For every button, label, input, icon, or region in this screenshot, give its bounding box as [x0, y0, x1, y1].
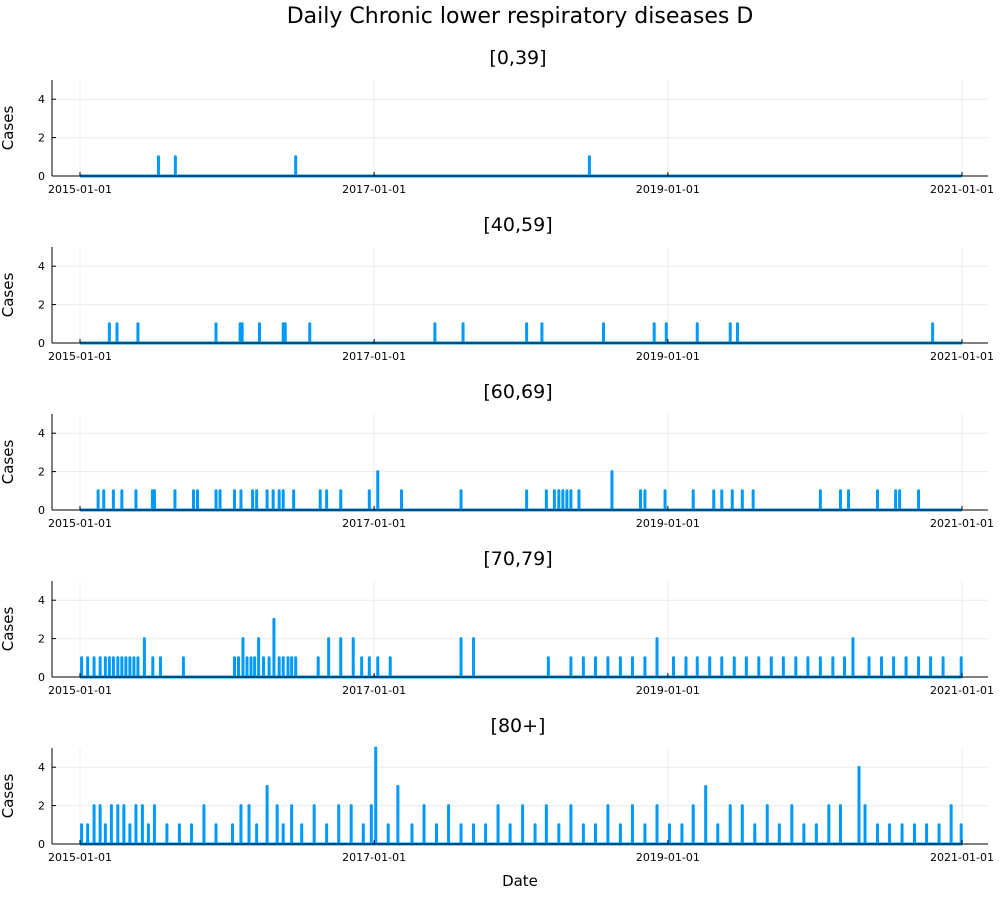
- x-tick-label: 2021-01-01: [930, 517, 994, 530]
- y-tick-label: 2: [38, 299, 45, 312]
- x-tick-label: 2019-01-01: [636, 183, 700, 196]
- series-line: [80, 470, 962, 512]
- x-tick-label: 2017-01-01: [342, 183, 406, 196]
- y-tick-label: 2: [38, 466, 45, 479]
- x-tick-label: 2019-01-01: [636, 684, 700, 697]
- y-axis-label: Cases: [0, 106, 17, 151]
- x-tick-label: 2015-01-01: [48, 684, 112, 697]
- y-tick-label: 0: [38, 170, 45, 183]
- subplot-2: [40,59] Cases 0 2 4 2015-01-01 2017-01-01 2019-…: [0, 214, 994, 363]
- y-tick-label: 4: [38, 761, 45, 774]
- x-tick-label: 2017-01-01: [342, 350, 406, 363]
- y-tick-label: 0: [38, 504, 45, 517]
- y-tick-label: 0: [38, 838, 45, 851]
- series-line: [80, 617, 963, 679]
- subplot-1: [0,39] Cases 0 2 4 2015-01-01 2017-01-01 2019-0…: [0, 47, 994, 196]
- y-tick-label: 2: [38, 633, 45, 646]
- x-tick-label: 2021-01-01: [930, 183, 994, 196]
- y-tick-label: 2: [38, 132, 45, 145]
- figure-title: Daily Chronic lower respiratory diseases…: [287, 4, 754, 29]
- x-tick-label: 2019-01-01: [636, 350, 700, 363]
- x-tick-label: 2019-01-01: [636, 851, 700, 864]
- subplot-5: [80+] Cases 0 2 4 2015-01-01 2017-01-01 2019-01…: [0, 715, 994, 864]
- y-tick-label: 4: [38, 93, 45, 106]
- x-tick-label: 2017-01-01: [342, 851, 406, 864]
- y-axis-label: Cases: [0, 440, 17, 485]
- y-tick-label: 4: [38, 594, 45, 607]
- x-tick-label: 2017-01-01: [342, 684, 406, 697]
- x-tick-label: 2015-01-01: [48, 517, 112, 530]
- subplot-4: [70,79] Cases 0 2 4 2015-01-01 2017-01-01 2019-…: [0, 548, 994, 697]
- y-tick-label: 2: [38, 800, 45, 813]
- x-tick-label: 2021-01-01: [930, 851, 994, 864]
- subplot-3: [60,69] Cases 0 2 4 2015-01-01 2017-01-01 2019-…: [0, 381, 994, 530]
- y-tick-label: 4: [38, 260, 45, 273]
- subplot-title: [60,69]: [483, 381, 552, 403]
- y-tick-label: 0: [38, 337, 45, 350]
- subplot-title: [70,79]: [483, 548, 552, 570]
- figure-xlabel: Date: [502, 872, 538, 890]
- x-tick-label: 2017-01-01: [342, 517, 406, 530]
- y-axis-label: Cases: [0, 774, 17, 819]
- x-tick-label: 2021-01-01: [930, 684, 994, 697]
- subplot-title: [0,39]: [489, 47, 546, 69]
- x-tick-label: 2019-01-01: [636, 517, 700, 530]
- subplot-panels: [0,39] Cases 0 2 4 2015-01-01 2017-01-01 2019-0…: [0, 47, 994, 864]
- series-line: [80, 322, 962, 345]
- y-tick-label: 4: [38, 427, 45, 440]
- x-tick-label: 2021-01-01: [930, 350, 994, 363]
- x-tick-label: 2015-01-01: [48, 350, 112, 363]
- y-axis-label: Cases: [0, 607, 17, 652]
- y-axis-label: Cases: [0, 273, 17, 318]
- y-tick-label: 0: [38, 671, 45, 684]
- x-tick-label: 2015-01-01: [48, 851, 112, 864]
- subplot-title: [80+]: [491, 715, 546, 737]
- x-tick-label: 2015-01-01: [48, 183, 112, 196]
- subplot-title: [40,59]: [483, 214, 552, 236]
